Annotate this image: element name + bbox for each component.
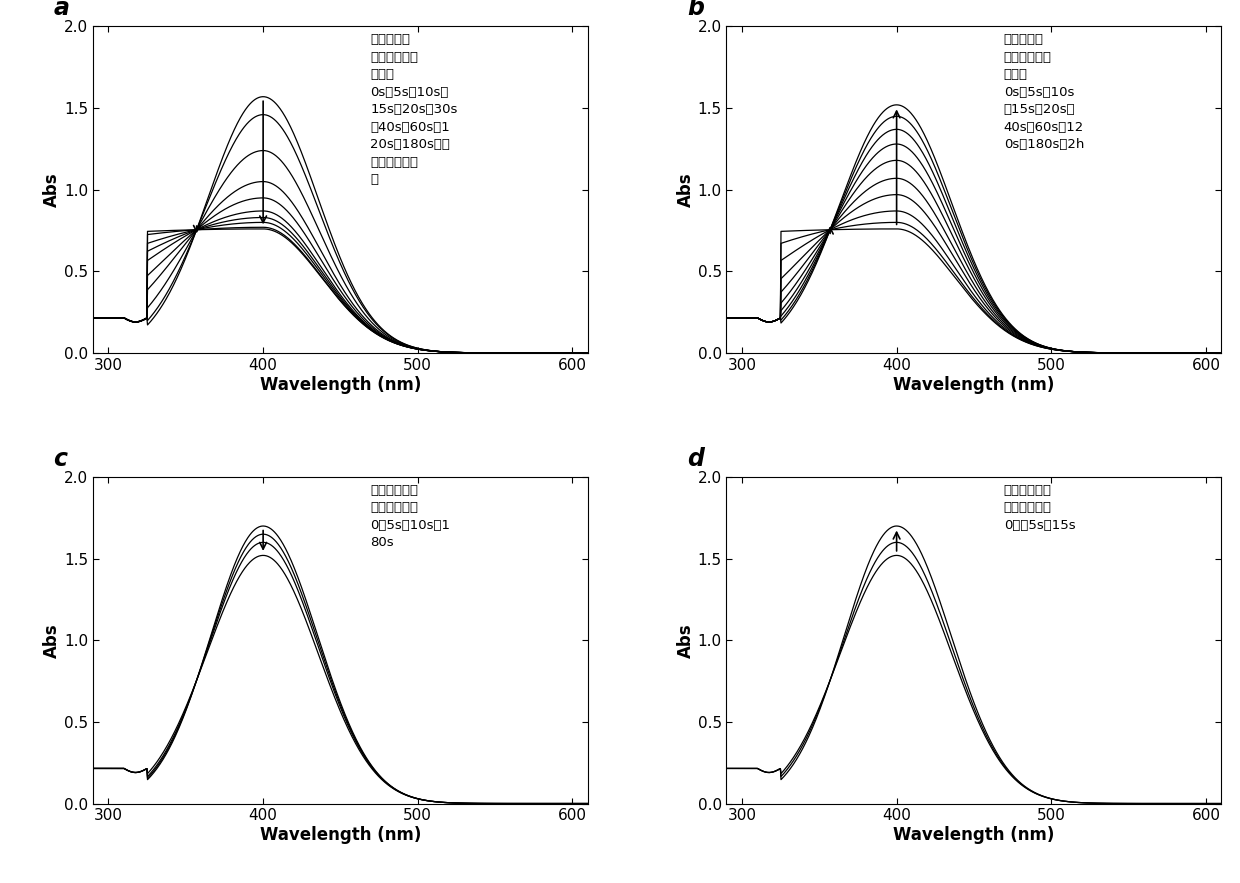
Y-axis label: Abs: Abs xyxy=(677,623,694,658)
Text: 箭头方向，从
下向上依次为
0、、5s、15s: 箭头方向，从 下向上依次为 0、、5s、15s xyxy=(1003,484,1075,532)
Text: 中间箭头方
向，从下向上
依次为
0s、5s、10s
、15s、20s、
40s、60s、12
0s、180s、2h: 中间箭头方 向，从下向上 依次为 0s、5s、10s 、15s、20s、 40s… xyxy=(1003,33,1084,151)
X-axis label: Wavelength (nm): Wavelength (nm) xyxy=(893,826,1055,844)
Y-axis label: Abs: Abs xyxy=(677,172,694,207)
X-axis label: Wavelength (nm): Wavelength (nm) xyxy=(259,375,422,394)
Text: a: a xyxy=(53,0,69,20)
Y-axis label: Abs: Abs xyxy=(43,172,61,207)
Text: 中间箭头方
向，从上向下
依次为
0s、5s、10s、
15s、20s、30s
、40s、60s、1
20s、180s，最
后三组数据重
合: 中间箭头方 向，从上向下 依次为 0s、5s、10s、 15s、20s、30s … xyxy=(371,33,458,186)
X-axis label: Wavelength (nm): Wavelength (nm) xyxy=(259,826,422,844)
Text: 箭头方向，从
上向下依次为
0、5s、10s、1
80s: 箭头方向，从 上向下依次为 0、5s、10s、1 80s xyxy=(371,484,450,549)
Text: d: d xyxy=(687,447,704,471)
X-axis label: Wavelength (nm): Wavelength (nm) xyxy=(893,375,1055,394)
Text: b: b xyxy=(687,0,704,20)
Y-axis label: Abs: Abs xyxy=(43,623,61,658)
Text: c: c xyxy=(53,447,67,471)
